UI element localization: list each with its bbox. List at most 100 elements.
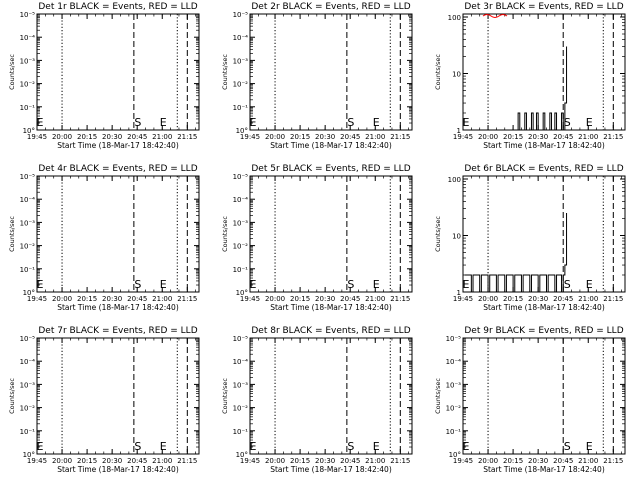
y-tick-label: 10⁻²	[20, 81, 36, 89]
x-axis-label: Start Time (18-Mar-17 18:42:40)	[270, 303, 392, 312]
x-axis-label: Start Time (18-Mar-17 18:42:40)	[483, 303, 605, 312]
event-marker-e: E	[160, 278, 167, 291]
x-tick-label: 21:00	[578, 133, 598, 141]
x-tick-label: 19:45	[27, 457, 47, 465]
x-tick-label: 20:30	[315, 457, 335, 465]
x-tick-label: 20:45	[340, 133, 360, 141]
panel-title: Det 1r BLACK = Events, RED = LLD	[38, 2, 197, 12]
x-tick-label: 21:00	[365, 133, 385, 141]
x-tick-label: 20:00	[265, 457, 285, 465]
event-rate-series	[513, 46, 568, 131]
y-tick-label: 10⁻³	[233, 57, 249, 65]
plot-frame	[249, 175, 413, 293]
y-tick-label: 10⁻⁵	[20, 173, 36, 181]
event-marker-e: E	[250, 440, 257, 453]
event-marker-s: S	[564, 278, 571, 291]
x-tick-label: 20:00	[265, 295, 285, 303]
x-axis-label: Start Time (18-Mar-17 18:42:40)	[483, 141, 605, 150]
y-tick-label: 10⁻¹	[233, 266, 249, 274]
chart-panel-4: Det 4r BLACK = Events, RED = LLD Counts/s…	[8, 164, 200, 312]
x-tick-label: 19:45	[240, 133, 260, 141]
y-tick-label: 10⁻²	[446, 405, 462, 413]
x-tick-label: 20:00	[265, 133, 285, 141]
event-marker-e: E	[463, 278, 470, 291]
panel-title: Det 6r BLACK = Events, RED = LLD	[464, 164, 623, 174]
y-tick-label: 1	[457, 127, 461, 135]
event-marker-s: S	[134, 116, 141, 129]
event-marker-e: E	[463, 440, 470, 453]
x-tick-label: 20:45	[553, 133, 573, 141]
chart-panel-7: Det 7r BLACK = Events, RED = LLD Counts/s…	[8, 326, 200, 474]
y-tick-label: 10⁻³	[446, 381, 462, 389]
y-tick-label: 10	[452, 233, 461, 241]
x-tick-label: 20:15	[290, 457, 310, 465]
y-tick-label: 10⁻¹	[233, 104, 249, 112]
x-axis-label: Start Time (18-Mar-17 18:42:40)	[57, 141, 179, 150]
x-tick-label: 21:15	[177, 295, 197, 303]
y-tick-label: 10⁻²	[20, 243, 36, 251]
chart-panel-3: Det 3r BLACK = Events, RED = LLD Counts/s…	[434, 2, 626, 150]
y-tick-label: 10⁻²	[20, 405, 36, 413]
y-axis-label: Counts/sec	[221, 378, 229, 414]
x-tick-label: 20:45	[340, 457, 360, 465]
panel-title: Det 5r BLACK = Events, RED = LLD	[251, 164, 410, 174]
y-tick-label: 10⁻²	[233, 405, 249, 413]
event-marker-e: E	[373, 440, 380, 453]
chart-panel-5: Det 5r BLACK = Events, RED = LLD Counts/s…	[221, 164, 413, 312]
x-tick-label: 19:45	[453, 133, 473, 141]
y-tick-label: 10⁻⁴	[233, 34, 249, 42]
x-tick-label: 21:15	[390, 133, 410, 141]
event-marker-e: E	[463, 116, 470, 129]
x-tick-label: 21:15	[390, 457, 410, 465]
y-axis-label: Counts/sec	[434, 378, 442, 414]
x-tick-label: 21:00	[152, 295, 172, 303]
x-axis-label: Start Time (18-Mar-17 18:42:40)	[57, 465, 179, 474]
y-tick-label: 10°	[236, 127, 248, 135]
y-tick-label: 10°	[23, 289, 35, 297]
y-tick-label: 10⁻¹	[20, 104, 36, 112]
x-tick-label: 20:45	[553, 457, 573, 465]
y-axis-label: Counts/sec	[434, 54, 442, 90]
chart-panel-6: Det 6r BLACK = Events, RED = LLD Counts/s…	[434, 164, 626, 312]
event-marker-e: E	[373, 116, 380, 129]
x-tick-label: 20:00	[52, 295, 72, 303]
chart-panel-1: Det 1r BLACK = Events, RED = LLD Counts/s…	[8, 2, 200, 150]
x-tick-label: 21:00	[152, 457, 172, 465]
x-tick-label: 20:30	[528, 133, 548, 141]
x-tick-label: 19:45	[240, 295, 260, 303]
x-tick-label: 20:00	[478, 133, 498, 141]
x-tick-label: 20:30	[315, 295, 335, 303]
plot-frame	[249, 337, 413, 455]
x-tick-label: 20:45	[127, 457, 147, 465]
y-tick-label: 10°	[236, 289, 248, 297]
y-tick-label: 100	[448, 176, 461, 184]
event-marker-e: E	[160, 116, 167, 129]
y-tick-label: 10⁻⁵	[20, 11, 36, 19]
x-tick-label: 20:30	[102, 133, 122, 141]
plot-frame	[249, 13, 413, 131]
y-tick-label: 10⁻³	[20, 57, 36, 65]
x-tick-label: 21:15	[603, 457, 623, 465]
y-axis-label: Counts/sec	[8, 54, 16, 90]
x-tick-label: 20:45	[553, 295, 573, 303]
x-tick-label: 20:15	[77, 457, 97, 465]
event-marker-s: S	[564, 440, 571, 453]
y-tick-label: 10⁻¹	[20, 428, 36, 436]
event-marker-e: E	[37, 440, 44, 453]
panel-title: Det 7r BLACK = Events, RED = LLD	[38, 326, 197, 336]
event-marker-e: E	[37, 278, 44, 291]
x-tick-label: 20:00	[478, 295, 498, 303]
plot-frame	[36, 337, 200, 455]
y-tick-label: 10⁻⁴	[20, 358, 36, 366]
chart-panel-9: Det 9r BLACK = Events, RED = LLD Counts/s…	[434, 326, 626, 474]
y-tick-label: 10⁻¹	[446, 428, 462, 436]
x-tick-label: 20:15	[77, 133, 97, 141]
event-marker-e: E	[250, 116, 257, 129]
x-tick-label: 20:30	[102, 457, 122, 465]
y-tick-label: 10⁻¹	[233, 428, 249, 436]
x-tick-label: 20:45	[127, 133, 147, 141]
x-tick-label: 21:00	[365, 295, 385, 303]
y-tick-label: 10⁻²	[233, 81, 249, 89]
y-tick-label: 10⁻⁴	[233, 358, 249, 366]
